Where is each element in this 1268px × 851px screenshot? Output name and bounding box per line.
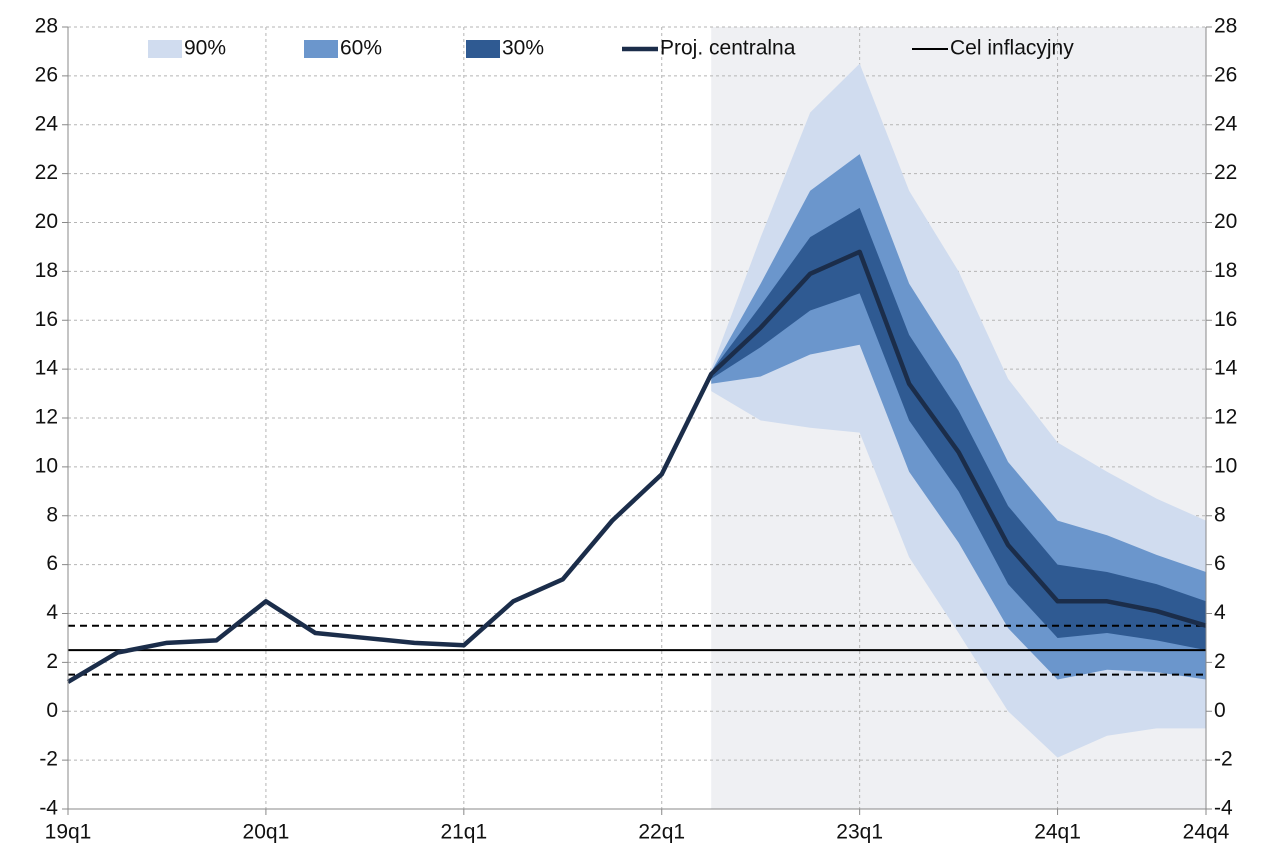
y-tick-label: 24 [35, 112, 59, 135]
legend-swatch [304, 40, 338, 58]
y-tick-label: 0 [46, 699, 58, 722]
legend-label: 60% [340, 37, 382, 60]
legend-label: 30% [502, 37, 544, 60]
y-tick-label: 12 [35, 406, 58, 429]
x-tick-label: 24q1 [1034, 821, 1081, 844]
y-tick-label: 6 [46, 552, 58, 575]
legend-label: Proj. centralna [660, 37, 796, 60]
y-tick-label: 22 [35, 161, 58, 184]
x-tick-label: 19q1 [45, 821, 92, 844]
legend-label: 90% [184, 37, 226, 60]
y2-tick-label: 26 [1214, 63, 1237, 86]
y2-tick-label: 22 [1214, 161, 1237, 184]
y2-tick-label: 24 [1214, 112, 1238, 135]
y-tick-label: -4 [39, 797, 58, 820]
legend-swatch [148, 40, 182, 58]
y-tick-label: 16 [35, 308, 58, 331]
x-tick-label: 23q1 [836, 821, 883, 844]
y2-tick-label: 12 [1214, 406, 1237, 429]
y2-tick-label: 4 [1214, 601, 1226, 624]
y2-tick-label: 18 [1214, 259, 1237, 282]
y-tick-label: -2 [39, 748, 58, 771]
y2-tick-label: 0 [1214, 699, 1226, 722]
y-tick-label: 20 [35, 210, 58, 233]
y2-tick-label: 10 [1214, 454, 1237, 477]
central-line [66, 249, 1207, 684]
x-tick-label: 21q1 [440, 821, 487, 844]
x-tick-label: 24q4 [1183, 821, 1230, 844]
legend-swatch [466, 40, 500, 58]
y2-tick-label: 16 [1214, 308, 1237, 331]
y2-tick-label: 14 [1214, 357, 1238, 380]
y-tick-label: 8 [46, 503, 58, 526]
legend-label: Cel inflacyjny [950, 37, 1074, 60]
y-tick-label: 4 [46, 601, 58, 624]
y-tick-label: 28 [35, 15, 58, 38]
y-tick-label: 10 [35, 454, 58, 477]
y2-tick-label: -2 [1214, 748, 1233, 771]
y2-tick-label: 2 [1214, 650, 1226, 673]
y-tick-label: 14 [35, 357, 59, 380]
y2-tick-label: 8 [1214, 503, 1226, 526]
y2-tick-label: -4 [1214, 797, 1233, 820]
y-tick-label: 26 [35, 63, 58, 86]
x-tick-label: 20q1 [243, 821, 290, 844]
y2-tick-label: 20 [1214, 210, 1237, 233]
y-tick-label: 2 [46, 650, 58, 673]
y-tick-label: 18 [35, 259, 58, 282]
y2-tick-label: 6 [1214, 552, 1226, 575]
y2-tick-label: 28 [1214, 15, 1237, 38]
x-tick-label: 22q1 [638, 821, 685, 844]
fan-band [711, 207, 1206, 651]
